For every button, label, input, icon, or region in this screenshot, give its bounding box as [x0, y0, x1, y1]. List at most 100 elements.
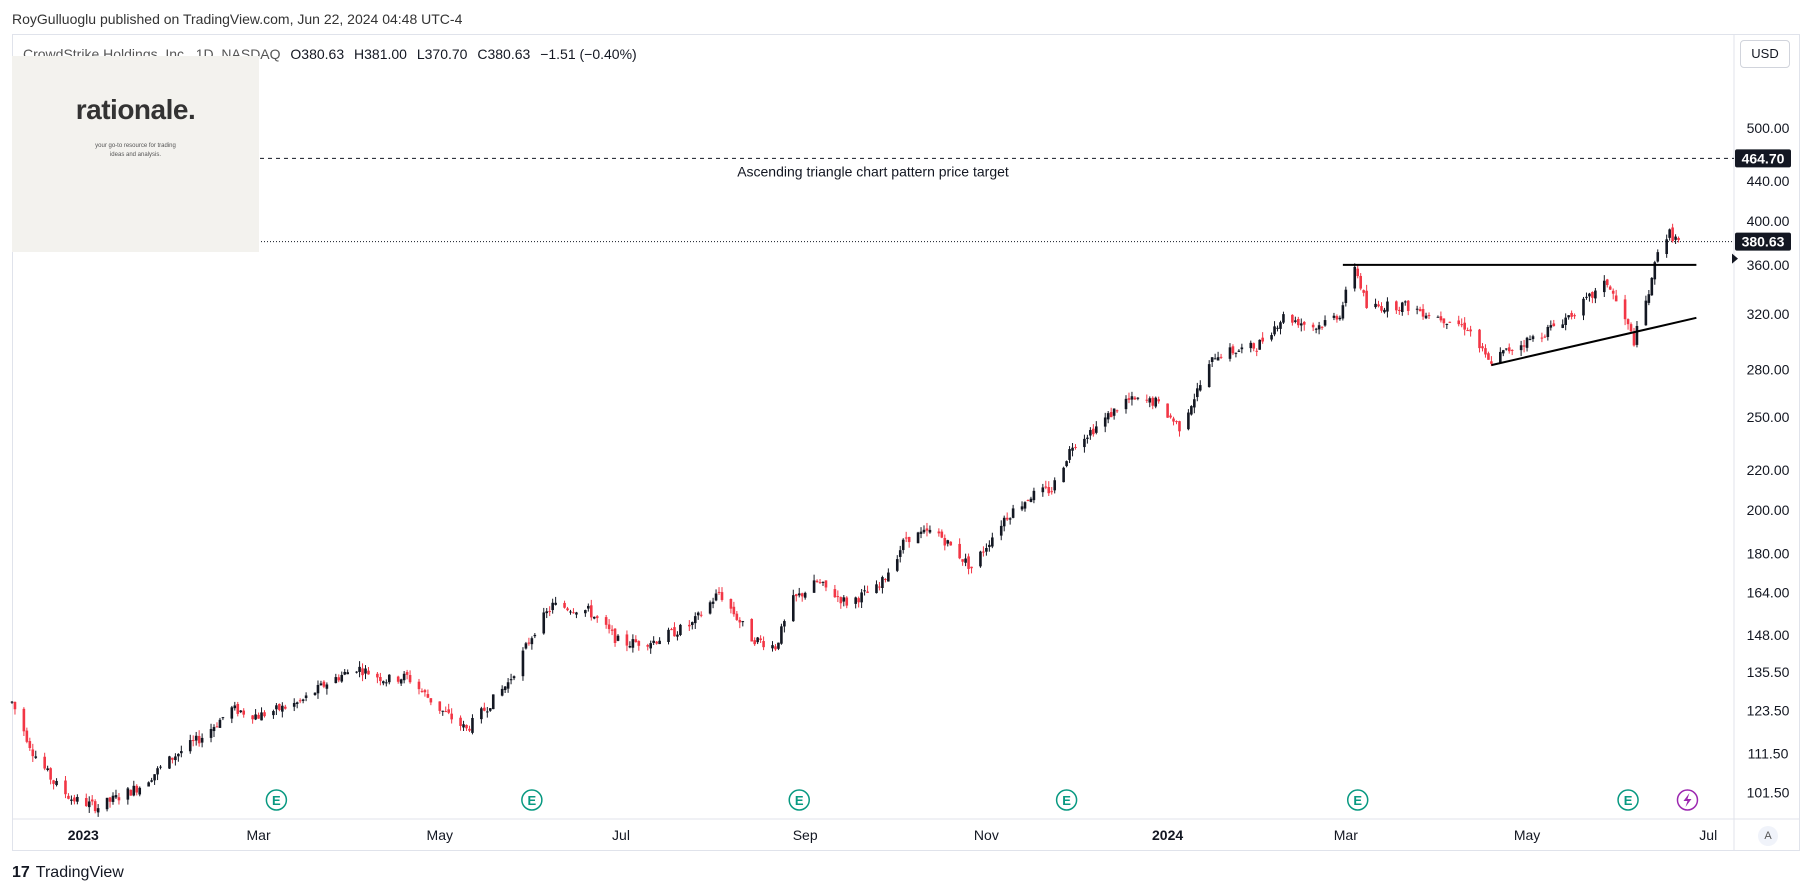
candle — [1273, 321, 1276, 337]
candle — [604, 614, 608, 629]
candle — [1418, 306, 1422, 312]
y-tick-label: 280.00 — [1747, 362, 1790, 378]
candle-body — [1213, 358, 1217, 360]
candle — [343, 669, 347, 676]
y-tick-label: 111.50 — [1748, 745, 1789, 761]
candle — [1567, 315, 1570, 320]
candle — [946, 539, 950, 547]
candle — [1395, 300, 1398, 314]
candle-body — [1008, 518, 1012, 520]
candle — [1314, 327, 1318, 334]
candle-body — [1656, 252, 1660, 262]
candle-body — [875, 584, 878, 594]
candle — [720, 587, 724, 602]
candle-body — [260, 712, 263, 721]
candle — [1002, 515, 1006, 532]
candle — [1573, 313, 1576, 319]
candle-body — [1380, 306, 1383, 311]
auto-scale-button[interactable]: A — [1758, 826, 1778, 846]
candle-body — [159, 766, 162, 768]
candle-body — [1644, 300, 1648, 326]
candle-body — [462, 724, 465, 728]
candle — [673, 622, 676, 637]
candle — [1463, 317, 1466, 336]
candle — [1665, 234, 1668, 258]
y-tick-label: 400.00 — [1747, 213, 1790, 229]
candle-body — [679, 624, 682, 635]
candle — [572, 608, 575, 614]
candle — [1011, 504, 1015, 519]
candle — [1549, 320, 1553, 331]
y-tick-label: 500.00 — [1747, 120, 1790, 136]
candle — [637, 640, 641, 651]
x-tick-label: Sep — [793, 827, 818, 843]
candle-body — [1041, 487, 1045, 493]
candle — [1377, 300, 1380, 308]
candle-body — [943, 537, 947, 546]
candle — [1136, 397, 1140, 401]
candle — [815, 579, 819, 583]
candle — [780, 623, 783, 645]
earnings-icon-letter: E — [1353, 793, 1362, 808]
candle — [1065, 460, 1068, 468]
candle — [1302, 321, 1306, 331]
candle — [153, 774, 156, 785]
candle-body — [1112, 408, 1116, 416]
candle — [230, 705, 234, 724]
candle-body — [301, 699, 305, 701]
candle-body — [1608, 286, 1612, 290]
candle — [1585, 292, 1588, 300]
candle — [1386, 297, 1389, 318]
tradingview-brand[interactable]: 17 TradingView — [12, 864, 124, 882]
candle — [1317, 321, 1321, 335]
candle — [670, 627, 673, 631]
y-tick-label: 440.00 — [1747, 173, 1790, 189]
candle-body — [1026, 500, 1030, 502]
candle-body — [322, 681, 326, 687]
candle — [797, 587, 801, 598]
candle — [114, 789, 118, 800]
candle — [84, 793, 88, 807]
candle-body — [1386, 301, 1389, 312]
candle-body — [988, 544, 991, 547]
candle-body — [298, 700, 302, 702]
candle-body — [1650, 277, 1654, 296]
candle-body — [530, 638, 534, 645]
candle-body — [1415, 308, 1419, 310]
candle — [1424, 312, 1428, 320]
candle-body — [922, 529, 926, 533]
candle-body — [693, 616, 697, 624]
candle-body — [194, 735, 198, 741]
candle-body — [1273, 326, 1276, 335]
currency-button[interactable]: USD — [1740, 40, 1790, 68]
candle — [1095, 421, 1098, 435]
candle-body — [791, 595, 795, 622]
candle-body — [756, 637, 759, 643]
candle — [423, 688, 427, 697]
candle-body — [916, 532, 920, 544]
candle-body — [426, 694, 430, 698]
candle-body — [1299, 323, 1303, 326]
candle-body — [257, 714, 260, 719]
candle — [1591, 291, 1594, 304]
candle — [901, 538, 905, 554]
candle — [1258, 339, 1261, 350]
ohlc-open: O380.63 — [290, 46, 345, 62]
candle-body — [215, 726, 219, 728]
candle — [188, 734, 192, 754]
candle — [771, 641, 774, 652]
candle — [1133, 396, 1137, 401]
candle-body — [991, 537, 994, 547]
candle — [1466, 327, 1469, 332]
candle — [462, 720, 465, 732]
candle — [884, 578, 887, 583]
candle-body — [221, 717, 225, 719]
earnings-icon-letter: E — [795, 793, 804, 808]
candle — [693, 612, 697, 629]
candle — [396, 675, 400, 684]
candle-body — [839, 597, 843, 604]
candle-body — [1210, 357, 1214, 362]
candle — [138, 786, 142, 797]
candle — [322, 680, 326, 689]
